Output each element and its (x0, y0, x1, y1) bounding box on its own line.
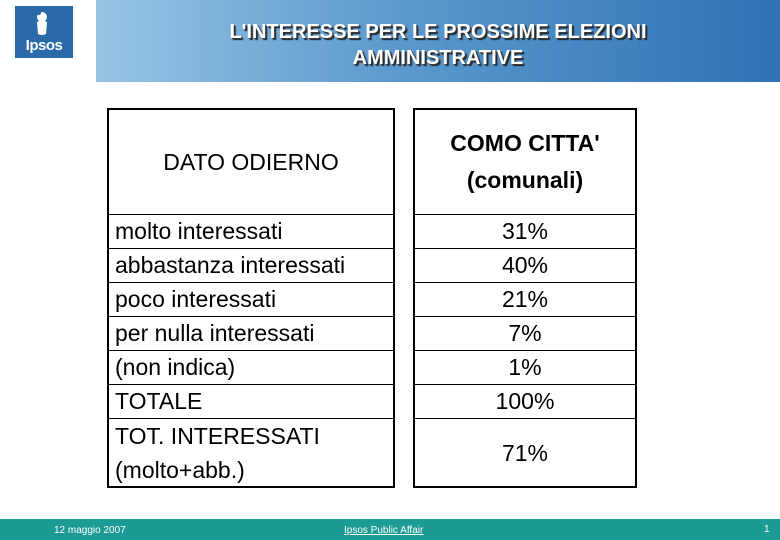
column-title-line-2: (comunali) (466, 167, 584, 193)
row-label-poco: poco interessati (109, 282, 393, 316)
right-column-header: COMO CITTA' (comunali) (415, 110, 635, 214)
row-value-per-nulla: 7% (415, 316, 635, 350)
header-band (96, 0, 780, 82)
values-table: COMO CITTA' (comunali) 31% 40% 21% 7% 1%… (413, 108, 637, 488)
title-line-2: AMMINISTRATIVE (352, 47, 524, 69)
tot-interessati-line-1: TOT. INTERESSATI (115, 422, 320, 449)
header-divider (90, 0, 96, 82)
footer-date: 12 maggio 2007 (54, 525, 126, 536)
row-value-molto: 31% (415, 214, 635, 248)
title-line-1: L'INTERESSE PER LE PROSSIME ELEZIONI (229, 21, 647, 43)
tot-interessati-line-2: (molto+abb.) (115, 456, 245, 483)
row-label-per-nulla: per nulla interessati (109, 316, 393, 350)
row-value-tot-interessati: 71% (415, 418, 635, 486)
row-value-abbastanza: 40% (415, 248, 635, 282)
row-label-totale: TOTALE (109, 384, 393, 418)
ipsos-logo: Ipsos (15, 6, 73, 58)
row-label-tot-interessati: TOT. INTERESSATI (molto+abb.) (109, 418, 393, 486)
logo-text: Ipsos (25, 37, 63, 54)
logo-figure-icon (37, 11, 47, 35)
row-label-abbastanza: abbastanza interessati (109, 248, 393, 282)
row-value-non-indica: 1% (415, 350, 635, 384)
logo-area: Ipsos (0, 0, 90, 82)
left-column-header: DATO ODIERNO (163, 148, 339, 175)
row-label-molto: molto interessati (109, 214, 393, 248)
column-title-line-1: COMO CITTA' (450, 130, 600, 156)
page-title: L'INTERESSE PER LE PROSSIME ELEZIONI AMM… (96, 19, 780, 71)
row-value-poco: 21% (415, 282, 635, 316)
labels-table: DATO ODIERNO molto interessati abbastanz… (107, 108, 395, 488)
footer-link[interactable]: Ipsos Public Affair (344, 525, 424, 536)
footer-bar (0, 519, 780, 540)
row-label-non-indica: (non indica) (109, 350, 393, 384)
row-value-totale: 100% (415, 384, 635, 418)
page-number: 1 (764, 524, 770, 535)
